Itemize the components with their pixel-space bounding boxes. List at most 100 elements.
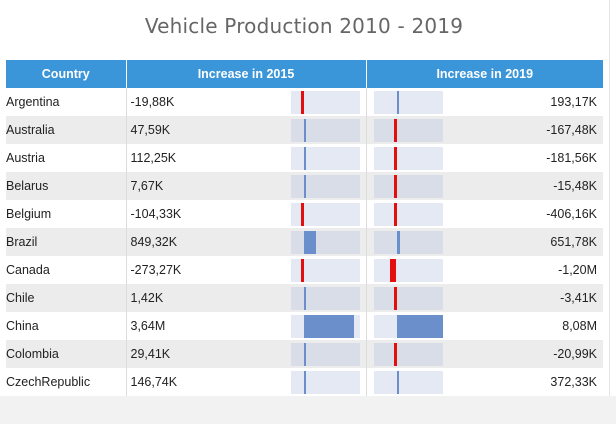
increase-2015-value: 3,64M <box>130 319 166 333</box>
cell-increase-2019: -15,48K <box>365 172 603 200</box>
report-panel: Vehicle Production 2010 - 2019 Country I… <box>0 0 616 396</box>
column-header-country[interactable]: Country <box>6 60 126 88</box>
cell-increase-2015: 3,64M <box>125 312 366 340</box>
cell-increase-2015: 112,25K <box>125 144 366 172</box>
cell-country: CzechRepublic <box>6 368 126 396</box>
cell-increase-2019: -20,99K <box>365 340 603 368</box>
table-row[interactable]: Belarus 7,67K -15,48K <box>6 172 603 200</box>
cell-country: Belarus <box>6 172 126 200</box>
increase-2019-positive-bar <box>396 371 399 394</box>
panel-divider <box>609 0 610 396</box>
table-body: Argentina -19,88K 193,17K Australia 47,59K -1… <box>6 88 603 396</box>
cell-country: Belgium <box>6 200 126 228</box>
increase-2019-value: 372,33K <box>550 375 597 389</box>
increase-2019-bar-track <box>373 371 443 394</box>
country-name: Belgium <box>6 207 52 221</box>
increase-2015-value: 146,74K <box>130 375 178 389</box>
increase-2015-value: 112,25K <box>130 151 177 165</box>
cell-increase-2015: 1,42K <box>125 284 366 312</box>
table-row[interactable]: Belgium -104,33K -406,16K <box>6 200 603 228</box>
country-name: Brazil <box>6 235 38 249</box>
cell-increase-2015: -273,27K <box>125 256 366 284</box>
increase-2015-bar-track <box>290 119 360 142</box>
table-row[interactable]: Canada -273,27K -1,20M <box>6 256 603 284</box>
increase-2019-positive-bar <box>396 91 399 114</box>
table-row[interactable]: Australia 47,59K -167,48K <box>6 116 603 144</box>
increase-2019-value: 8,08M <box>562 319 597 333</box>
cell-increase-2019: -1,20M <box>365 256 603 284</box>
increase-2019-positive-bar <box>396 231 401 254</box>
increase-2019-positive-bar <box>396 315 443 338</box>
cell-country: Chile <box>6 284 126 312</box>
increase-2015-positive-bar <box>304 175 307 198</box>
country-name: Colombia <box>6 347 59 361</box>
cell-country: Brazil <box>6 228 126 256</box>
increase-2015-value: -104,33K <box>130 207 182 221</box>
cell-increase-2015: 7,67K <box>125 172 366 200</box>
increase-2019-bar-track <box>373 259 443 282</box>
table-row[interactable]: China 3,64M 8,08M <box>6 312 603 340</box>
increase-2015-positive-bar <box>304 231 316 254</box>
column-header-increase-2019[interactable]: Increase in 2019 <box>365 60 603 88</box>
table-row[interactable]: Argentina -19,88K 193,17K <box>6 88 603 116</box>
increase-2019-value: -1,20M <box>558 263 597 277</box>
table-header-row: Country Increase in 2015 Increase in 201… <box>6 60 603 88</box>
increase-2015-positive-bar <box>304 343 307 366</box>
increase-2019-negative-bar <box>389 259 397 282</box>
cell-country: Canada <box>6 256 126 284</box>
column-header-increase-2015[interactable]: Increase in 2015 <box>125 60 366 88</box>
increase-2015-negative-bar <box>300 259 305 282</box>
increase-2015-bar-track <box>290 175 360 198</box>
increase-2019-bar-track <box>373 175 443 198</box>
country-name: CzechRepublic <box>6 375 91 389</box>
increase-2015-positive-bar <box>304 371 307 394</box>
table-row[interactable]: CzechRepublic 146,74K 372,33K <box>6 368 603 396</box>
increase-2019-value: -181,56K <box>546 151 597 165</box>
increase-2015-bar-track <box>290 259 360 282</box>
cell-country: Argentina <box>6 88 126 116</box>
increase-2019-bar-track <box>373 315 443 338</box>
table-row[interactable]: Austria 112,25K -181,56K <box>6 144 603 172</box>
increase-2019-value: 651,78K <box>550 235 597 249</box>
table-row[interactable]: Colombia 29,41K -20,99K <box>6 340 603 368</box>
increase-2019-negative-bar <box>393 147 397 170</box>
cell-country: Austria <box>6 144 126 172</box>
increase-2019-bar-track <box>373 91 443 114</box>
increase-2015-value: -273,27K <box>130 263 182 277</box>
cell-country: Colombia <box>6 340 126 368</box>
cell-country: Australia <box>6 116 126 144</box>
table-row[interactable]: Chile 1,42K -3,41K <box>6 284 603 312</box>
increase-2015-bar-track <box>290 147 360 170</box>
increase-2015-bar-track <box>290 371 360 394</box>
increase-2015-value: 1,42K <box>130 291 164 305</box>
increase-2019-bar-track <box>373 231 443 254</box>
increase-2015-negative-bar <box>301 91 305 114</box>
increase-2019-value: -20,99K <box>553 347 597 361</box>
increase-2019-value: -406,16K <box>546 207 597 221</box>
increase-2019-value: -15,48K <box>553 179 597 193</box>
increase-2015-bar-track <box>290 287 360 310</box>
increase-2015-negative-bar <box>301 203 305 226</box>
increase-2015-value: 7,67K <box>130 179 164 193</box>
cell-increase-2015: 29,41K <box>125 340 366 368</box>
increase-2015-positive-bar <box>304 147 307 170</box>
report-title: Vehicle Production 2010 - 2019 <box>144 14 464 38</box>
increase-2015-bar-track <box>290 315 360 338</box>
country-name: Canada <box>6 263 50 277</box>
cell-increase-2019: 193,17K <box>365 88 603 116</box>
increase-2019-bar-track <box>373 343 443 366</box>
country-name: Australia <box>6 123 55 137</box>
country-name: Chile <box>6 291 35 305</box>
country-name: Belarus <box>6 179 49 193</box>
country-name: Austria <box>6 151 45 165</box>
increase-2015-bar-track <box>290 231 360 254</box>
cell-country: China <box>6 312 126 340</box>
increase-2019-negative-bar <box>393 287 397 310</box>
increase-2019-value: -167,48K <box>546 123 597 137</box>
cell-increase-2019: -181,56K <box>365 144 603 172</box>
country-name: China <box>6 319 39 333</box>
cell-increase-2019: 651,78K <box>365 228 603 256</box>
table-row[interactable]: Brazil 849,32K 651,78K <box>6 228 603 256</box>
increase-2019-value: 193,17K <box>550 95 597 109</box>
increase-2015-bar-track <box>290 91 360 114</box>
